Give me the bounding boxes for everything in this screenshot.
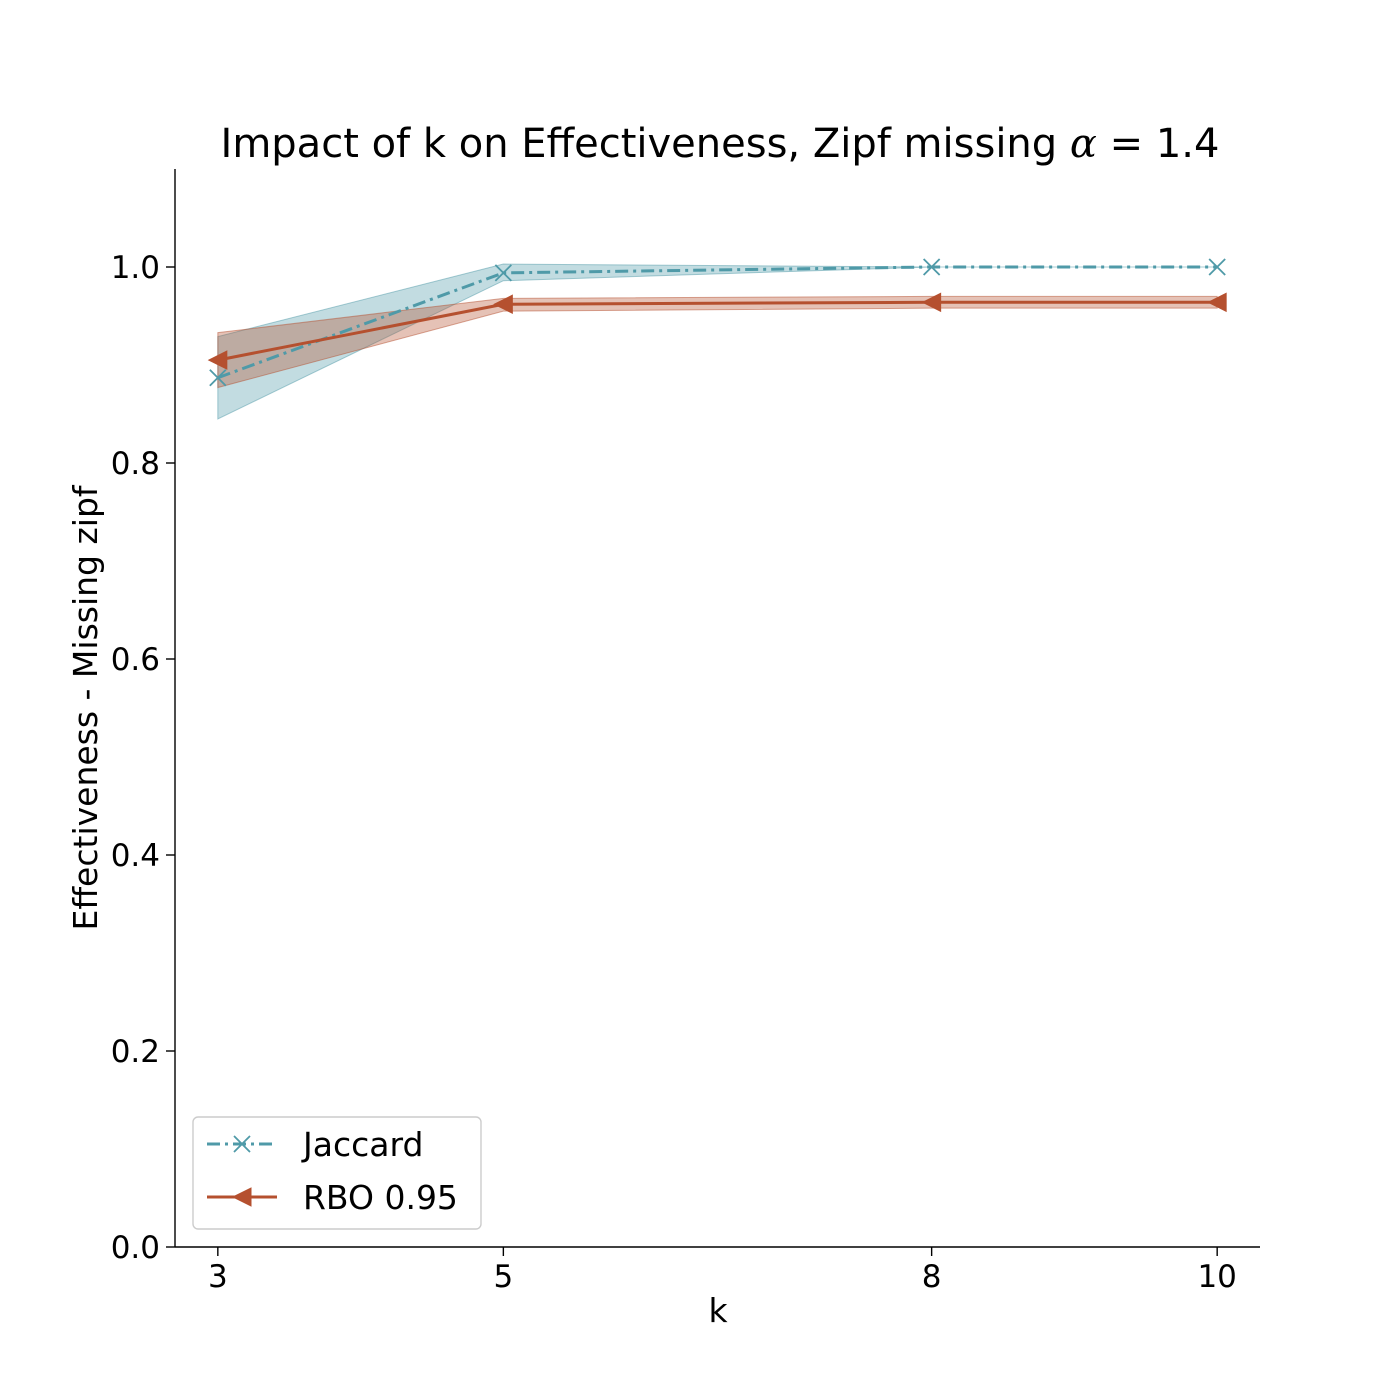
y-axis-ticks: 0.0 0.2 0.4 0.6 0.8 1.0 — [111, 250, 175, 1266]
legend: Jaccard RBO 0.95 — [192, 1116, 482, 1230]
x-tick-label: 3 — [208, 1259, 228, 1295]
marker-rbo-0-95 — [921, 292, 942, 313]
marker-rbo-0-95 — [493, 294, 513, 315]
series-markers — [207, 258, 1227, 387]
confidence-bands — [217, 263, 1218, 420]
marker-jaccard — [494, 264, 512, 282]
marker-jaccard — [209, 369, 227, 387]
x-tick-label: 8 — [922, 1259, 942, 1295]
y-tick-label: 0.4 — [111, 838, 160, 874]
band-rbo-0-95 — [217, 295, 1218, 389]
legend-label: Jaccard — [301, 1125, 423, 1164]
marker-rbo-0-95 — [207, 350, 228, 370]
band-jaccard — [217, 263, 1218, 420]
marker-jaccard — [1208, 258, 1226, 276]
legend-item-rbo-0-95: RBO 0.95 — [207, 1178, 458, 1217]
x-axis-ticks: 3 5 8 10 — [208, 1247, 1237, 1295]
y-tick-label: 1.0 — [111, 250, 160, 286]
legend-item-jaccard: Jaccard — [207, 1125, 423, 1164]
marker-rbo-0-95 — [1207, 292, 1227, 313]
series-lines — [217, 265, 1218, 380]
x-tick-label: 5 — [493, 1259, 513, 1295]
legend-marker — [233, 1135, 251, 1153]
y-tick-label: 0.8 — [111, 446, 160, 482]
x-axis-label: k — [708, 1291, 728, 1330]
y-tick-label: 0.2 — [111, 1034, 160, 1070]
legend-label: RBO 0.95 — [303, 1178, 458, 1217]
line-rbo-0-95 — [217, 300, 1218, 362]
legend-marker — [231, 1187, 252, 1207]
y-axis-label: Effectiveness - Missing zipf — [66, 484, 105, 930]
x-tick-label: 10 — [1197, 1259, 1236, 1295]
y-tick-label: 0.6 — [111, 642, 160, 678]
chart-title: Impact of k on Effectiveness, Zipf missi… — [221, 121, 1220, 167]
line-jaccard — [217, 265, 1218, 380]
marker-jaccard — [923, 258, 941, 276]
y-tick-label: 0.0 — [111, 1230, 160, 1266]
